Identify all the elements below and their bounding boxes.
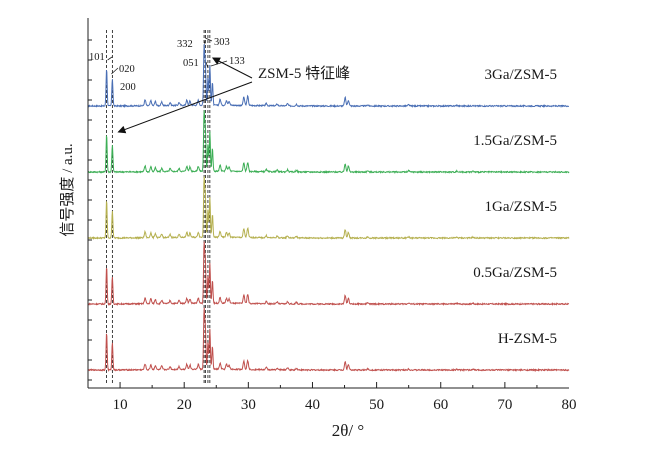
- peak-index-label: 101: [89, 52, 105, 63]
- x-tick-label: 30: [241, 397, 256, 413]
- x-tick-label: 70: [497, 397, 512, 413]
- series-label: 0.5Ga/ZSM-5: [473, 265, 557, 281]
- series-line: [87, 241, 570, 307]
- y-axis-title: 信号强度 / a.u.: [59, 143, 76, 236]
- x-axis-title: 2θ/ °: [332, 421, 364, 440]
- peak-index-label: 303: [214, 37, 230, 48]
- x-tick-label: 60: [433, 397, 448, 413]
- x-tick-label: 10: [113, 397, 128, 413]
- peak-index-label: 051: [183, 58, 199, 69]
- peak-index-label: 332: [177, 39, 193, 50]
- x-tick-label: 50: [369, 397, 384, 413]
- peak-leader-line: [205, 37, 213, 42]
- annotation-arrow-peak: [211, 57, 253, 79]
- peak-index-label: 200: [120, 82, 136, 93]
- x-tick-label: 80: [562, 397, 577, 413]
- x-tick-label: 40: [305, 397, 320, 413]
- peak-leader-line: [203, 39, 206, 45]
- peak-leader-line: [205, 61, 209, 69]
- series-line: [87, 43, 570, 109]
- x-ticks: 10 20 30 40 50 60 70 80: [113, 382, 577, 413]
- annotation-label: ZSM-5 特征峰: [258, 65, 350, 82]
- series-line: [87, 307, 570, 373]
- axes: [87, 18, 569, 389]
- annotations: 101 020 200 332 303 051 133 ZSM-5 特征峰: [89, 37, 350, 134]
- peak-index-label: 133: [229, 56, 245, 67]
- series-labels: 3Ga/ZSM-5 1.5Ga/ZSM-5 1Ga/ZSM-5 0.5Ga/ZSM-5…: [473, 67, 557, 347]
- annotation-arrow-low: [117, 81, 253, 134]
- series-line: [87, 176, 570, 241]
- x-tick-label: 20: [177, 397, 192, 413]
- series-label: 1Ga/ZSM-5: [485, 199, 558, 215]
- series-group: [87, 43, 570, 373]
- series-label: H-ZSM-5: [498, 331, 557, 347]
- peak-index-label: 020: [119, 64, 135, 75]
- series-line: [87, 110, 570, 174]
- peak-leader-line: [111, 67, 119, 75]
- peak-leader-line: [107, 56, 113, 61]
- series-label: 1.5Ga/ZSM-5: [473, 133, 557, 149]
- series-label: 3Ga/ZSM-5: [485, 67, 558, 83]
